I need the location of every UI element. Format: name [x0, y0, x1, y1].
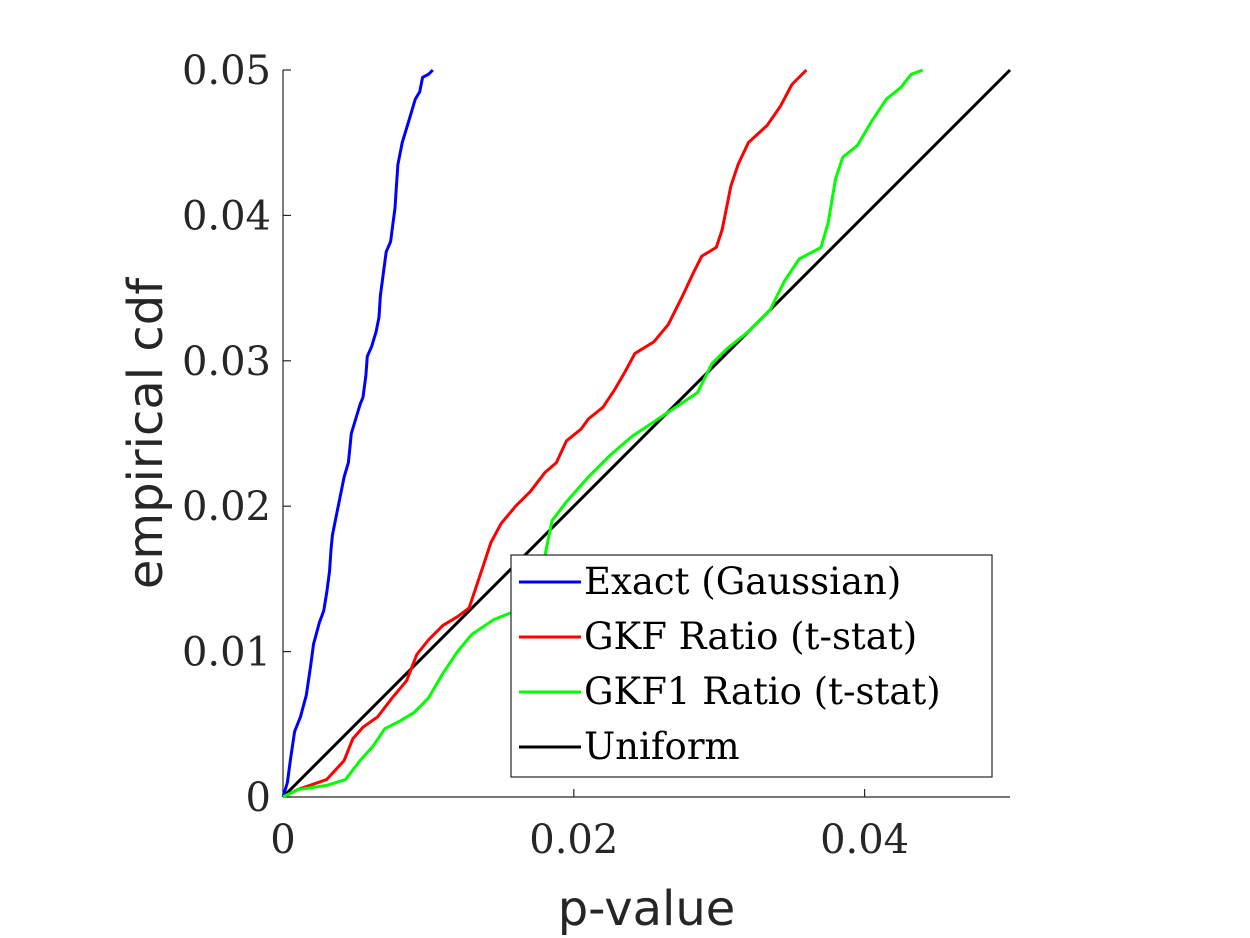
series-lines: [281, 68, 1012, 799]
legend-label: GKF1 Ratio (t-stat): [584, 670, 941, 713]
y-tick-label: 0.02: [182, 484, 271, 530]
series-line-uniform: [281, 68, 1012, 799]
series-line-gkf-ratio-t-stat: [282, 68, 808, 799]
legend: Exact (Gaussian) GKF Ratio (t-stat) GKF1 R…: [510, 554, 993, 778]
legend-label: GKF Ratio (t-stat): [584, 615, 917, 658]
tick-labels: 0 0.02 0.04 0 0.01 0.02 0.03 0.04 0.05: [182, 48, 909, 863]
y-tick-label: 0.05: [182, 48, 271, 94]
x-tick-label: 0: [270, 817, 295, 863]
series-line-exact-gaussian: [281, 68, 434, 798]
legend-box: [510, 554, 993, 778]
y-tick-label: 0.03: [182, 339, 271, 385]
y-axis-title: empirical cdf: [118, 277, 174, 589]
y-tick-label: 0: [246, 775, 271, 821]
x-tick-label: 0.02: [529, 817, 618, 863]
legend-label: Uniform: [584, 725, 740, 768]
x-tick-label: 0.04: [820, 817, 909, 863]
legend-label: Exact (Gaussian): [584, 560, 901, 603]
y-tick-label: 0.04: [182, 193, 271, 239]
series-line-gkf1-ratio-t-stat: [282, 68, 924, 799]
y-tick-label: 0.01: [182, 630, 271, 676]
x-axis-title: p-value: [558, 881, 736, 937]
